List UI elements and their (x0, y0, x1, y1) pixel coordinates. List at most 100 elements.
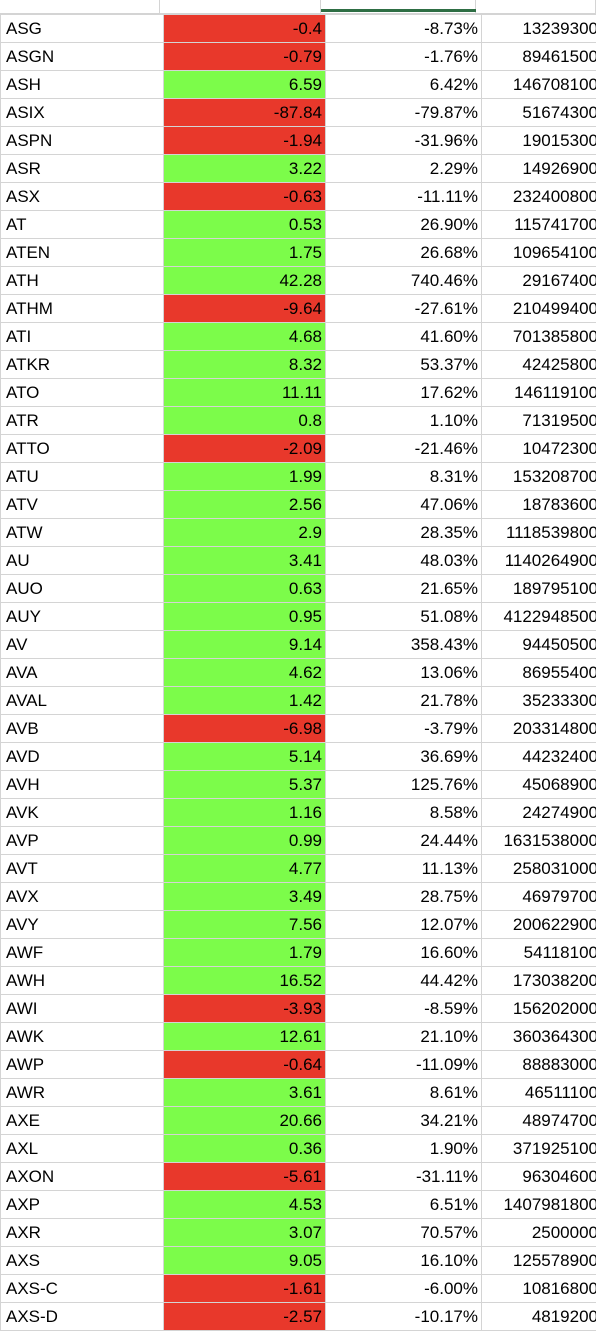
percent-change-cell[interactable]: 358.43% (326, 631, 482, 659)
volume-cell[interactable]: 1631538000 (482, 827, 596, 855)
change-cell[interactable]: 0.8 (164, 407, 326, 435)
change-cell[interactable]: 16.52 (164, 967, 326, 995)
volume-cell[interactable]: 115741700 (482, 211, 596, 239)
change-cell[interactable]: 9.05 (164, 1247, 326, 1275)
volume-cell[interactable]: 71319500 (482, 407, 596, 435)
symbol-cell[interactable]: AUY (1, 603, 164, 631)
change-cell[interactable]: 5.37 (164, 771, 326, 799)
percent-change-cell[interactable]: 26.68% (326, 239, 482, 267)
percent-change-cell[interactable]: 6.42% (326, 71, 482, 99)
percent-change-cell[interactable]: 48.03% (326, 547, 482, 575)
volume-cell[interactable]: 1407981800 (482, 1191, 596, 1219)
change-cell[interactable]: -2.09 (164, 435, 326, 463)
volume-cell[interactable]: 29167400 (482, 267, 596, 295)
percent-change-cell[interactable]: -21.46% (326, 435, 482, 463)
percent-change-cell[interactable]: -27.61% (326, 295, 482, 323)
symbol-cell[interactable]: ATU (1, 463, 164, 491)
volume-cell[interactable]: 1118539800 (482, 519, 596, 547)
change-cell[interactable]: -0.64 (164, 1051, 326, 1079)
symbol-cell[interactable]: ASGN (1, 43, 164, 71)
percent-change-cell[interactable]: 47.06% (326, 491, 482, 519)
change-cell[interactable]: 2.9 (164, 519, 326, 547)
change-cell[interactable]: 3.07 (164, 1219, 326, 1247)
symbol-cell[interactable]: ATEN (1, 239, 164, 267)
percent-change-cell[interactable]: 53.37% (326, 351, 482, 379)
volume-cell[interactable]: 232400800 (482, 183, 596, 211)
symbol-cell[interactable]: AXON (1, 1163, 164, 1191)
volume-cell[interactable]: 4819200 (482, 1303, 596, 1331)
volume-cell[interactable]: 24274900 (482, 799, 596, 827)
volume-cell[interactable]: 173038200 (482, 967, 596, 995)
percent-change-cell[interactable]: 28.35% (326, 519, 482, 547)
change-cell[interactable]: 3.61 (164, 1079, 326, 1107)
change-cell[interactable]: -0.79 (164, 43, 326, 71)
volume-cell[interactable]: 10816800 (482, 1275, 596, 1303)
symbol-cell[interactable]: AVX (1, 883, 164, 911)
symbol-cell[interactable]: AWP (1, 1051, 164, 1079)
symbol-cell[interactable]: AVAL (1, 687, 164, 715)
percent-change-cell[interactable]: 44.42% (326, 967, 482, 995)
volume-cell[interactable]: 156202000 (482, 995, 596, 1023)
percent-change-cell[interactable]: 6.51% (326, 1191, 482, 1219)
percent-change-cell[interactable]: -79.87% (326, 99, 482, 127)
change-cell[interactable]: 4.68 (164, 323, 326, 351)
symbol-cell[interactable]: AV (1, 631, 164, 659)
symbol-cell[interactable]: ATTO (1, 435, 164, 463)
symbol-cell[interactable]: ASPN (1, 127, 164, 155)
volume-cell[interactable]: 1140264900 (482, 547, 596, 575)
percent-change-cell[interactable]: 41.60% (326, 323, 482, 351)
change-cell[interactable]: 2.56 (164, 491, 326, 519)
change-cell[interactable]: 0.95 (164, 603, 326, 631)
volume-cell[interactable]: 146708100 (482, 71, 596, 99)
volume-cell[interactable]: 125578900 (482, 1247, 596, 1275)
percent-change-cell[interactable]: -8.73% (326, 15, 482, 43)
volume-cell[interactable]: 44232400 (482, 743, 596, 771)
symbol-cell[interactable]: ATH (1, 267, 164, 295)
volume-cell[interactable]: 701385800 (482, 323, 596, 351)
percent-change-cell[interactable]: 8.31% (326, 463, 482, 491)
change-cell[interactable]: 42.28 (164, 267, 326, 295)
change-cell[interactable]: 5.14 (164, 743, 326, 771)
change-cell[interactable]: 1.79 (164, 939, 326, 967)
volume-cell[interactable]: 109654100 (482, 239, 596, 267)
percent-change-cell[interactable]: 8.61% (326, 1079, 482, 1107)
percent-change-cell[interactable]: 21.78% (326, 687, 482, 715)
change-cell[interactable]: -9.64 (164, 295, 326, 323)
change-cell[interactable]: -6.98 (164, 715, 326, 743)
symbol-cell[interactable]: AXS-C (1, 1275, 164, 1303)
symbol-cell[interactable]: AXR (1, 1219, 164, 1247)
percent-change-cell[interactable]: 17.62% (326, 379, 482, 407)
volume-cell[interactable]: 94450500 (482, 631, 596, 659)
change-cell[interactable]: 6.59 (164, 71, 326, 99)
symbol-cell[interactable]: AXE (1, 1107, 164, 1135)
volume-cell[interactable]: 203314800 (482, 715, 596, 743)
volume-cell[interactable]: 18783600 (482, 491, 596, 519)
symbol-cell[interactable]: AVA (1, 659, 164, 687)
volume-cell[interactable]: 258031000 (482, 855, 596, 883)
percent-change-cell[interactable]: 11.13% (326, 855, 482, 883)
percent-change-cell[interactable]: 70.57% (326, 1219, 482, 1247)
symbol-cell[interactable]: AU (1, 547, 164, 575)
symbol-cell[interactable]: AWH (1, 967, 164, 995)
percent-change-cell[interactable]: 36.69% (326, 743, 482, 771)
change-cell[interactable]: 3.49 (164, 883, 326, 911)
change-cell[interactable]: 4.62 (164, 659, 326, 687)
symbol-cell[interactable]: AWR (1, 1079, 164, 1107)
symbol-cell[interactable]: AWI (1, 995, 164, 1023)
percent-change-cell[interactable]: 2.29% (326, 155, 482, 183)
change-cell[interactable]: -5.61 (164, 1163, 326, 1191)
percent-change-cell[interactable]: 21.10% (326, 1023, 482, 1051)
symbol-cell[interactable]: AVK (1, 799, 164, 827)
volume-cell[interactable]: 210499400 (482, 295, 596, 323)
change-cell[interactable]: 1.99 (164, 463, 326, 491)
percent-change-cell[interactable]: -10.17% (326, 1303, 482, 1331)
percent-change-cell[interactable]: 28.75% (326, 883, 482, 911)
percent-change-cell[interactable]: 26.90% (326, 211, 482, 239)
percent-change-cell[interactable]: 125.76% (326, 771, 482, 799)
percent-change-cell[interactable]: -6.00% (326, 1275, 482, 1303)
percent-change-cell[interactable]: 740.46% (326, 267, 482, 295)
column-header-d[interactable] (476, 0, 596, 14)
symbol-cell[interactable]: AXS-D (1, 1303, 164, 1331)
change-cell[interactable]: -1.94 (164, 127, 326, 155)
change-cell[interactable]: 1.42 (164, 687, 326, 715)
